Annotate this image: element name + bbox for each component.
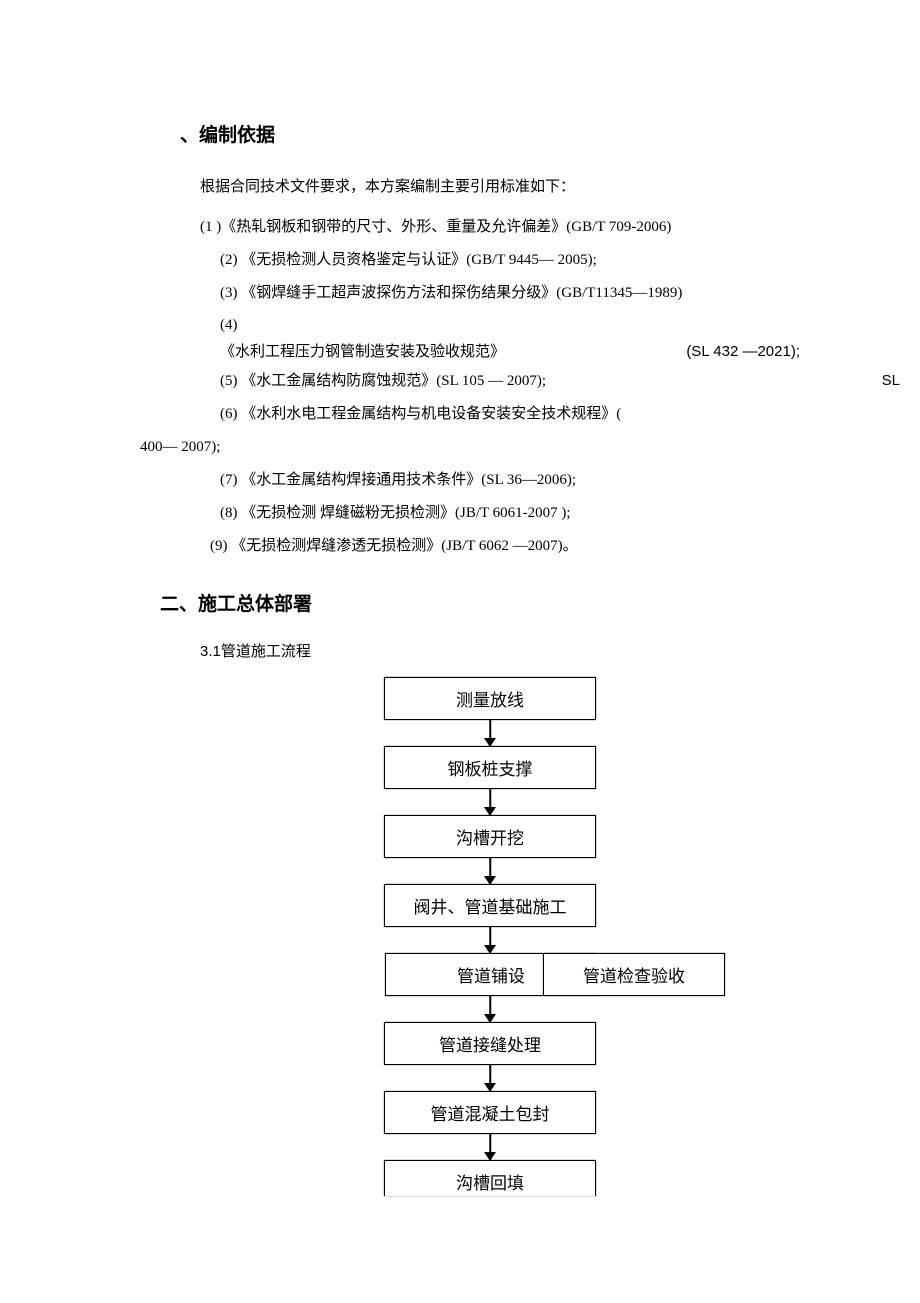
ref-item-5-right: SL bbox=[882, 364, 900, 397]
ref-item-2: (2) 《无损检测人员资格鉴定与认证》(GB/T 9445— 2005); bbox=[220, 244, 780, 277]
flow-node-3: 沟槽开挖 bbox=[384, 815, 596, 858]
flow-node-8: 沟槽回填 bbox=[384, 1160, 596, 1196]
flow-node-2: 钢板桩支撑 bbox=[384, 746, 596, 789]
ref-item-1: (1 )《热轧钢板和钢带的尺寸、外形、重量及允许偏差》(GB/T 709-200… bbox=[200, 211, 780, 244]
ref-item-4-code: (SL 432 —2021); bbox=[686, 340, 800, 364]
document-page: 、编制依据 根据合同技术文件要求，本方案编制主要引用标准如下： (1 )《热轧钢… bbox=[0, 0, 920, 1236]
flow-row-pipe: 管道铺设 管道检查验收 bbox=[385, 953, 595, 996]
section2-title: 二、施工总体部署 bbox=[160, 589, 780, 616]
ref-item-7: (7) 《水工金属结构焊接通用技术条件》(SL 36—2006); bbox=[220, 464, 780, 497]
ref-item-5-text: (5) 《水工金属结构防腐蚀规范》(SL 105 — 2007); bbox=[220, 365, 546, 398]
section1-title: 、编制依据 bbox=[180, 120, 780, 147]
ref-item-6: (6) 《水利水电工程金属结构与机电设备安装安全技术规程》( bbox=[220, 398, 780, 431]
ref-item-4-num: (4) bbox=[220, 310, 780, 340]
flow-node-1: 测量放线 bbox=[384, 677, 596, 720]
ref-item-4-title: 《水利工程压力钢管制造安装及验收规范》 bbox=[220, 340, 505, 364]
flow-node-7: 管道混凝土包封 bbox=[384, 1091, 596, 1134]
flow-node-5-side: 管道检查验收 bbox=[543, 953, 725, 996]
flow-node-6: 管道接缝处理 bbox=[384, 1022, 596, 1065]
ref-item-6-cont: 400— 2007); bbox=[140, 431, 780, 464]
ref-item-4: (4) 《水利工程压力钢管制造安装及验收规范》 (SL 432 —2021); bbox=[220, 310, 780, 364]
ref-item-8: (8) 《无损检测 焊缝磁粉无损检测》(JB/T 6061-2007 ); bbox=[220, 497, 780, 530]
section1-intro: 根据合同技术文件要求，本方案编制主要引用标准如下： bbox=[200, 175, 780, 199]
section2-sub: 3.1管道施工流程 bbox=[200, 640, 780, 661]
ref-item-9: (9) 《无损检测焊缝渗透无损检测》(JB/T 6062 —2007)。 bbox=[210, 530, 780, 563]
ref-item-5: (5) 《水工金属结构防腐蚀规范》(SL 105 — 2007); SL bbox=[220, 364, 900, 398]
ref-item-3: (3) 《钢焊缝手工超声波探伤方法和探伤结果分级》(GB/T11345—1989… bbox=[220, 277, 780, 310]
flow-node-4: 阀井、管道基础施工 bbox=[384, 884, 596, 927]
flowchart: 测量放线 钢板桩支撑 沟槽开挖 阀井、管道基础施工 管道铺设 管道检查验收 管道… bbox=[260, 677, 720, 1196]
